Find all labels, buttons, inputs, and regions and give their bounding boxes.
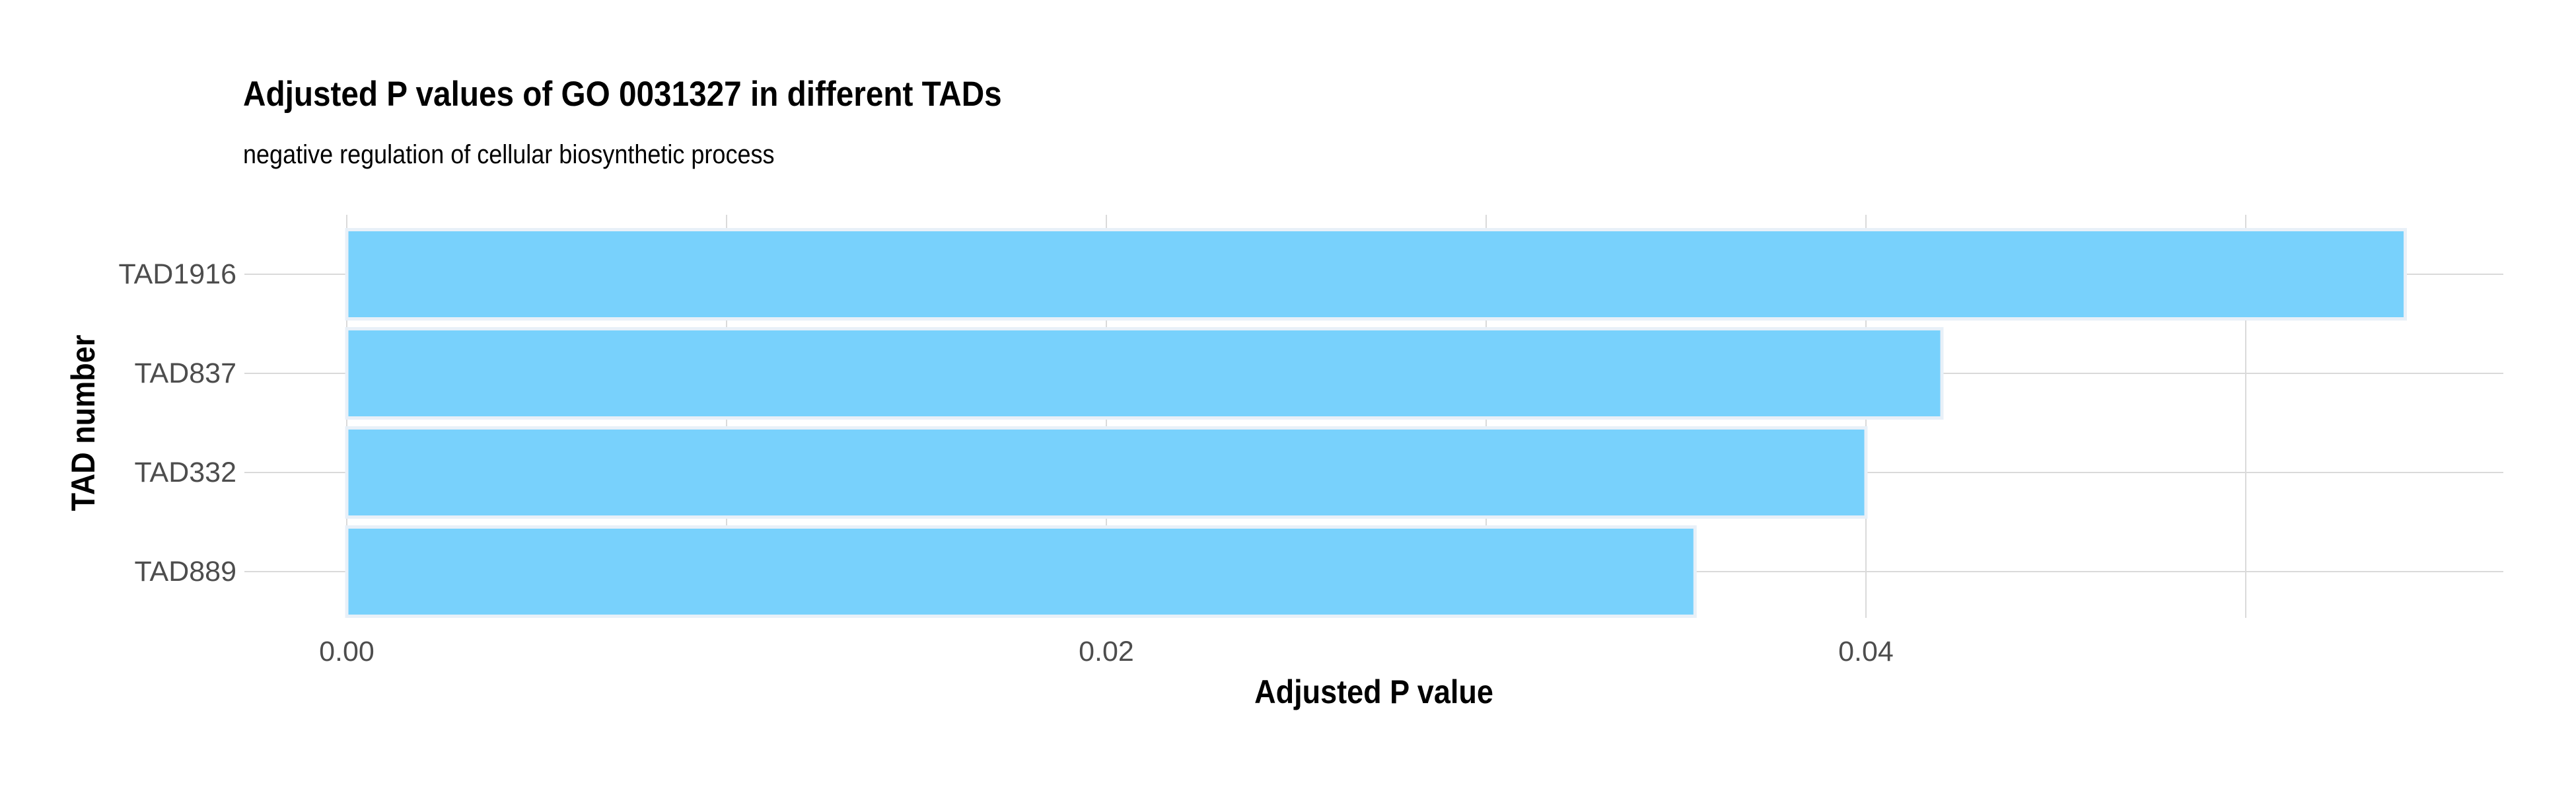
y-tick-label: TAD837 xyxy=(134,358,236,389)
y-tick-label: TAD332 xyxy=(134,457,236,488)
x-axis-label: Adjusted P value xyxy=(1254,673,1493,710)
chart-title: Adjusted P values of GO 0031327 in diffe… xyxy=(243,75,1002,114)
y-tick-labels: TAD1916 TAD837 TAD332 TAD889 xyxy=(119,258,236,587)
bar-tad889 xyxy=(345,525,1697,618)
x-tick-label: 0.02 xyxy=(1079,636,1134,667)
bar-tad1916 xyxy=(345,228,2407,321)
chart-subtitle: negative regulation of cellular biosynth… xyxy=(243,140,775,169)
x-tick-label: 0.00 xyxy=(319,636,375,667)
y-tick-label: TAD1916 xyxy=(119,258,236,290)
bar-tad837 xyxy=(345,327,1944,420)
y-axis-label: TAD number xyxy=(65,334,102,511)
bars xyxy=(345,228,2407,618)
x-tick-labels: 0.00 0.02 0.04 xyxy=(319,636,1894,667)
bar-tad332 xyxy=(345,426,1868,519)
y-tick-label: TAD889 xyxy=(134,556,236,587)
x-tick-label: 0.04 xyxy=(1838,636,1894,667)
